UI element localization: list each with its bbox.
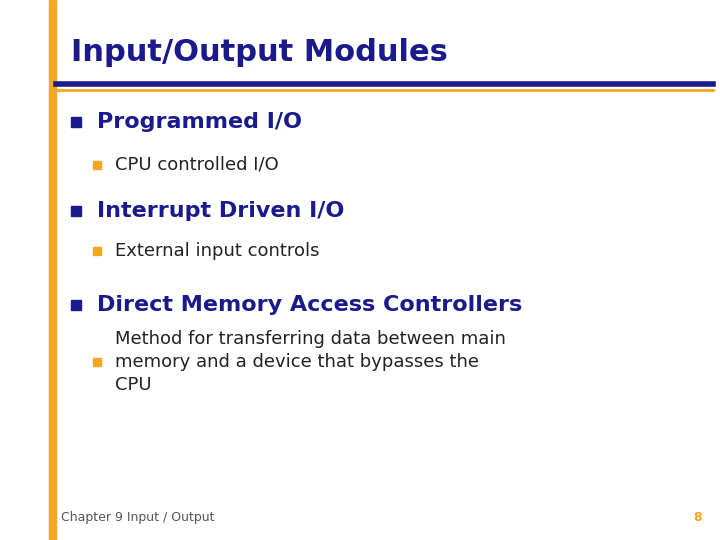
Text: Direct Memory Access Controllers: Direct Memory Access Controllers (97, 295, 523, 315)
Text: Interrupt Driven I/O: Interrupt Driven I/O (97, 200, 345, 221)
Bar (49, 0, 56, 540)
Text: External input controls: External input controls (115, 242, 320, 260)
Text: Chapter 9 Input / Output: Chapter 9 Input / Output (61, 511, 215, 524)
Text: Programmed I/O: Programmed I/O (97, 111, 302, 132)
Text: CPU controlled I/O: CPU controlled I/O (115, 156, 279, 174)
Text: 8: 8 (693, 511, 702, 524)
Text: Input/Output Modules: Input/Output Modules (71, 38, 447, 67)
Text: Method for transferring data between main
memory and a device that bypasses the
: Method for transferring data between mai… (115, 330, 506, 394)
